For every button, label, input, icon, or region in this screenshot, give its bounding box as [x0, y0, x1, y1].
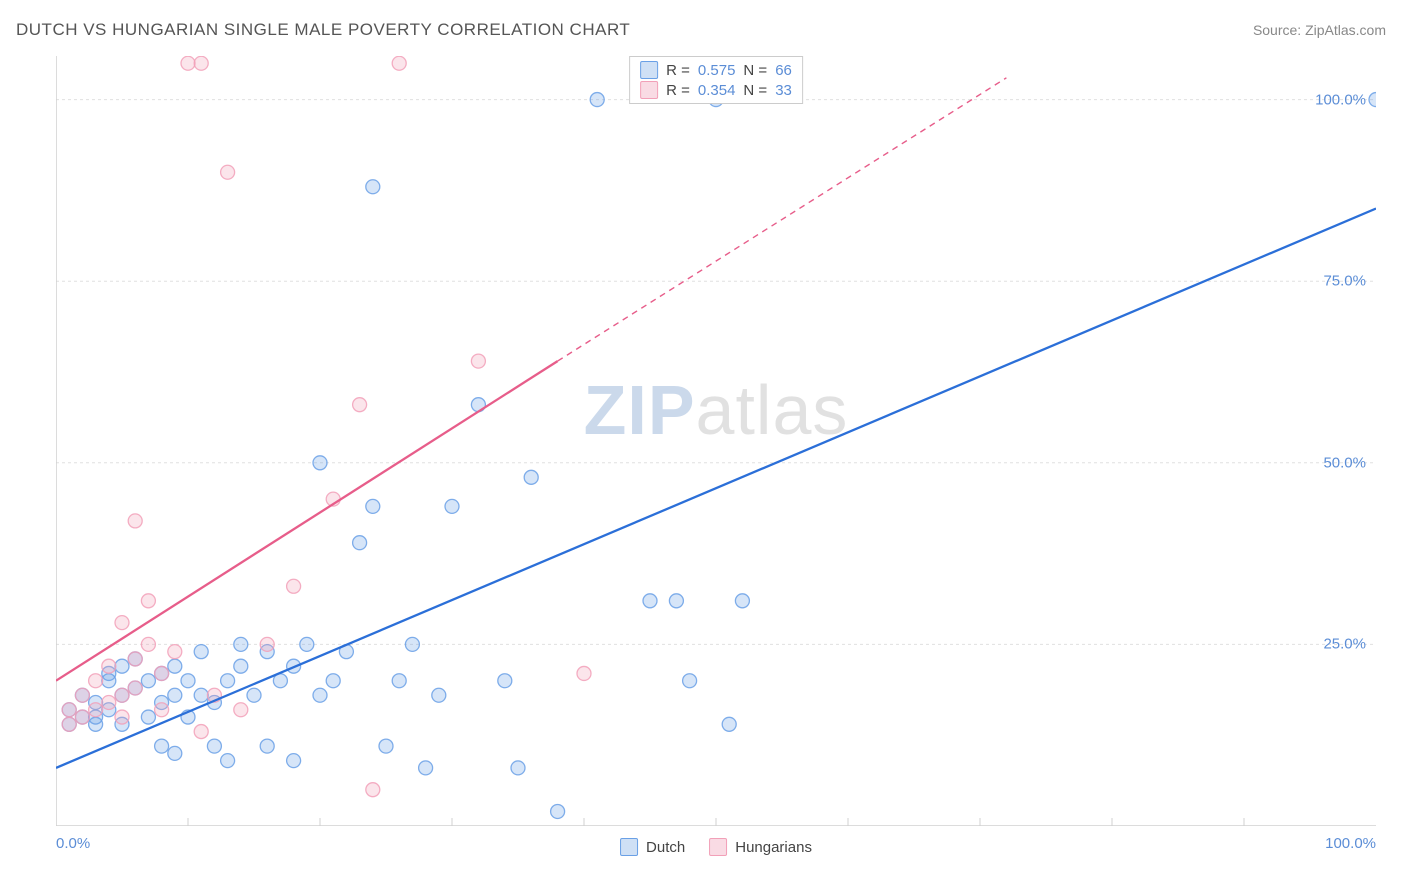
legend-item-dutch: Dutch [620, 838, 685, 856]
y-tick-label: 25.0% [1323, 636, 1366, 653]
legend-r-label: R = [666, 62, 690, 79]
y-tick-label: 100.0% [1315, 91, 1366, 108]
legend-label: Hungarians [735, 839, 812, 856]
x-tick-label: 100.0% [1325, 835, 1376, 852]
legend-swatch-hungarians [640, 81, 658, 99]
legend-label: Dutch [646, 839, 685, 856]
legend-n-value: 33 [775, 82, 792, 99]
y-tick-label: 50.0% [1323, 454, 1366, 471]
legend-swatch-icon [620, 838, 638, 856]
legend-r-value: 0.354 [698, 82, 736, 99]
x-tick-label: 0.0% [56, 835, 90, 852]
legend-n-value: 66 [775, 62, 792, 79]
legend-item-hungarians: Hungarians [709, 838, 812, 856]
chart-title: DUTCH VS HUNGARIAN SINGLE MALE POVERTY C… [16, 20, 630, 40]
chart-plot-area: ZIPatlas R = 0.575 N = 66 R = 0.354 N = … [56, 56, 1376, 826]
legend-n-label: N = [743, 82, 767, 99]
series-legend: Dutch Hungarians [620, 838, 812, 856]
y-tick-label: 75.0% [1323, 273, 1366, 290]
correlation-legend: R = 0.575 N = 66 R = 0.354 N = 33 [629, 56, 803, 104]
scatter-chart-svg [56, 56, 1376, 826]
legend-row-dutch: R = 0.575 N = 66 [640, 61, 792, 79]
legend-r-label: R = [666, 82, 690, 99]
source-label: Source: ZipAtlas.com [1253, 22, 1386, 38]
legend-swatch-icon [709, 838, 727, 856]
legend-swatch-dutch [640, 61, 658, 79]
legend-r-value: 0.575 [698, 62, 736, 79]
legend-row-hungarians: R = 0.354 N = 33 [640, 81, 792, 99]
legend-n-label: N = [743, 62, 767, 79]
